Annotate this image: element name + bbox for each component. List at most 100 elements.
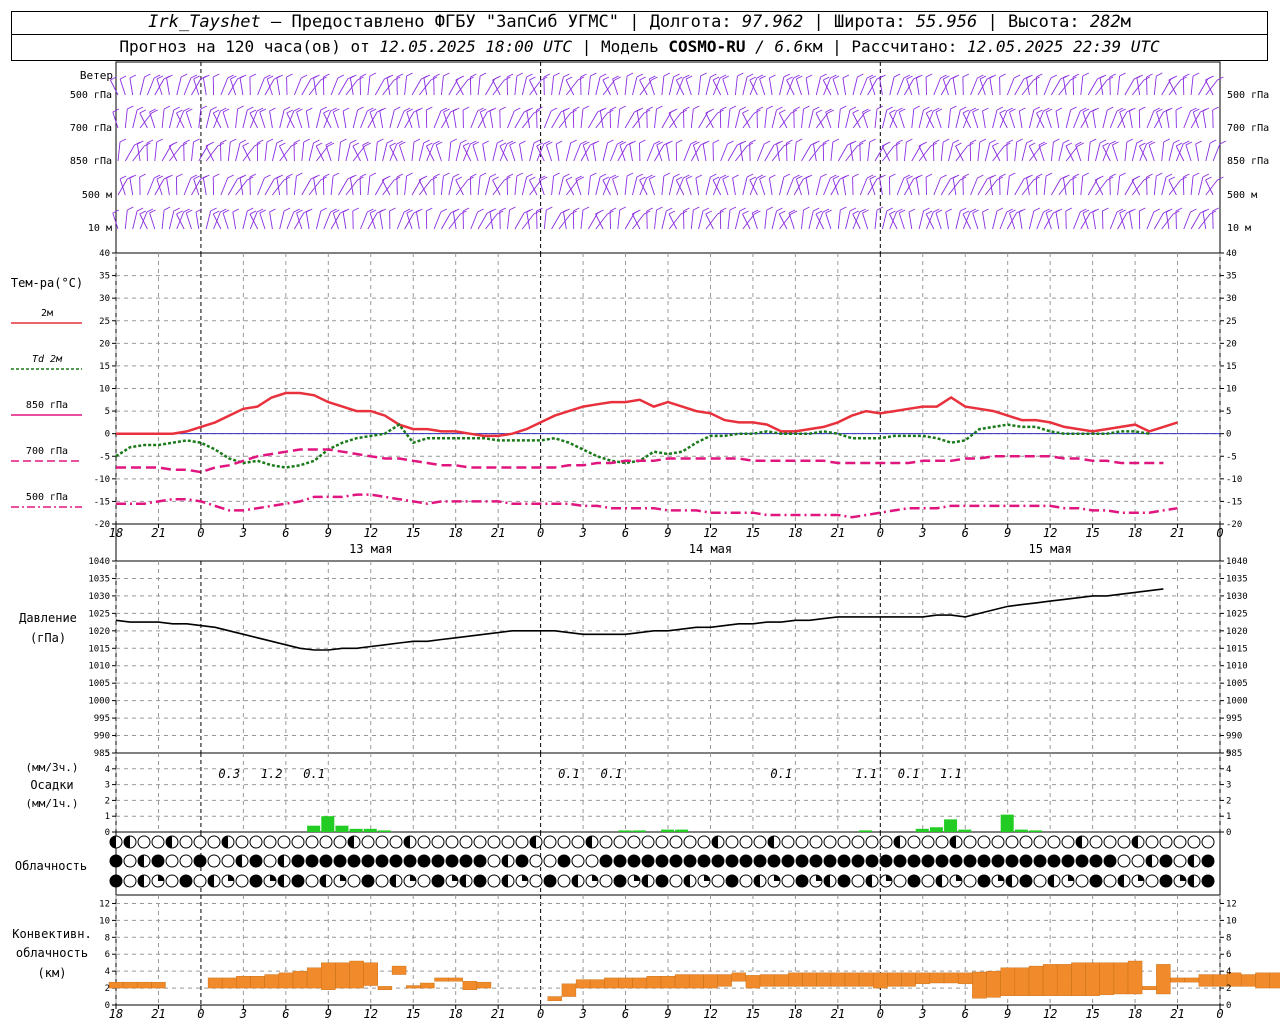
cloud-symbol [879, 835, 893, 849]
wind-barb [1205, 76, 1214, 96]
cloud-symbol-fill [894, 836, 900, 848]
wind-barb [992, 106, 1004, 129]
cloud-symbol [109, 874, 123, 888]
cloud-symbol [753, 835, 767, 849]
wind-barb [342, 208, 350, 230]
wind-barb [545, 141, 553, 162]
wind-barb [595, 173, 607, 196]
wind-barb [146, 174, 161, 196]
ytick-label-right-pres: 985 [1226, 749, 1242, 759]
conv-bar [717, 974, 732, 987]
wind-title: Ветер [80, 69, 113, 82]
cloud-symbol [1173, 835, 1187, 849]
wind-barb [825, 209, 832, 230]
wind-barbs [109, 72, 1227, 230]
wind-barb [168, 207, 181, 230]
cloud-symbol-fill [340, 875, 346, 881]
wind-barb [888, 173, 896, 196]
cloud-symbol [1005, 835, 1019, 849]
wind-barb [779, 73, 791, 96]
wind-barb [1165, 208, 1173, 230]
ytick-label-left-pres: 990 [94, 732, 110, 742]
cloud-symbol-fill [404, 836, 410, 848]
wind-barb [1073, 107, 1087, 129]
xtick-label-conv: 21 [1170, 1007, 1184, 1021]
cloud-symbol [487, 835, 501, 849]
xtick-label-conv: 12 [364, 1007, 378, 1021]
wind-barb [705, 73, 717, 96]
precip-bar [335, 825, 349, 832]
ytick-label-right-temp: 0 [1226, 430, 1231, 440]
wind-barb [786, 76, 795, 96]
ytick-label-left-temp: -15 [94, 497, 110, 507]
wind-barb [898, 108, 906, 129]
cloud-symbol-fill [572, 875, 578, 887]
wind-barb [595, 73, 607, 96]
wind-barb [1062, 74, 1070, 96]
wind-barb [1006, 74, 1021, 96]
wind-barb [808, 207, 820, 230]
wind-barb [925, 109, 935, 129]
conv-bar [137, 981, 152, 989]
ytick-label-right-temp: 30 [1226, 294, 1237, 304]
cloud-symbol [333, 854, 347, 868]
xtick-label-temp: 6 [282, 526, 289, 540]
wind-barb [1175, 142, 1185, 162]
cloud-symbol [347, 854, 361, 868]
conv-bar [660, 976, 676, 989]
wind-barb [1018, 208, 1026, 230]
wind-barb [322, 73, 330, 96]
ytick-label-right-pres: 1040 [1226, 557, 1248, 567]
wind-barb [712, 139, 720, 162]
precip-bar [915, 828, 929, 832]
cloud-symbol [1201, 854, 1215, 868]
wind-barb [869, 75, 877, 96]
wind-barb [239, 74, 247, 96]
wind-barb [795, 75, 803, 96]
xtick-label-temp: 15 [746, 526, 760, 540]
conv-bar [590, 979, 605, 989]
wind-barb [933, 174, 947, 196]
cloud-symbol [193, 854, 207, 868]
precip-bar [929, 827, 943, 832]
cloud-symbol [249, 874, 263, 888]
xtick-label-temp: 0 [197, 526, 204, 540]
wind-barb [742, 109, 751, 129]
wind-barb [825, 108, 832, 129]
wind-barb [572, 106, 580, 129]
wind-barb [675, 76, 685, 96]
conv-bar [943, 972, 959, 984]
cloud-symbol [1103, 874, 1117, 888]
cloud-symbol-fill [824, 875, 830, 887]
wind-barb [999, 173, 1006, 196]
ytick-label-left-conv: 0 [105, 1001, 110, 1011]
cloud-symbol [655, 854, 669, 868]
cloud-symbol-fill [998, 875, 1004, 881]
conv-bar [1071, 962, 1086, 996]
wind-barb [595, 210, 604, 230]
model-label: | Модель [572, 37, 669, 56]
wind-barb [898, 209, 906, 230]
wind-barb [269, 208, 276, 230]
wind-barb [352, 106, 364, 129]
xtick-label-temp: 0 [537, 526, 544, 540]
precip-3h-label: 1.2 [261, 767, 283, 781]
wind-barb [742, 73, 754, 96]
conv-bar [1057, 964, 1072, 996]
wind-barb [979, 75, 987, 96]
wind-barb [580, 73, 587, 96]
wind-barb [526, 208, 534, 230]
cloud-symbol [725, 854, 739, 868]
cloud-symbol-fill [642, 875, 648, 887]
series-lines [115, 391, 1220, 651]
wind-barb [492, 139, 504, 162]
wind-barb [788, 209, 796, 230]
wind-barb [1065, 106, 1077, 129]
wind-barb [112, 209, 120, 230]
wind-barb [1198, 173, 1210, 196]
cloud-symbol [473, 854, 487, 868]
wind-barb [266, 75, 274, 96]
wind-barb [565, 76, 575, 96]
wind-barb [1168, 176, 1177, 196]
wind-barb [942, 75, 950, 96]
